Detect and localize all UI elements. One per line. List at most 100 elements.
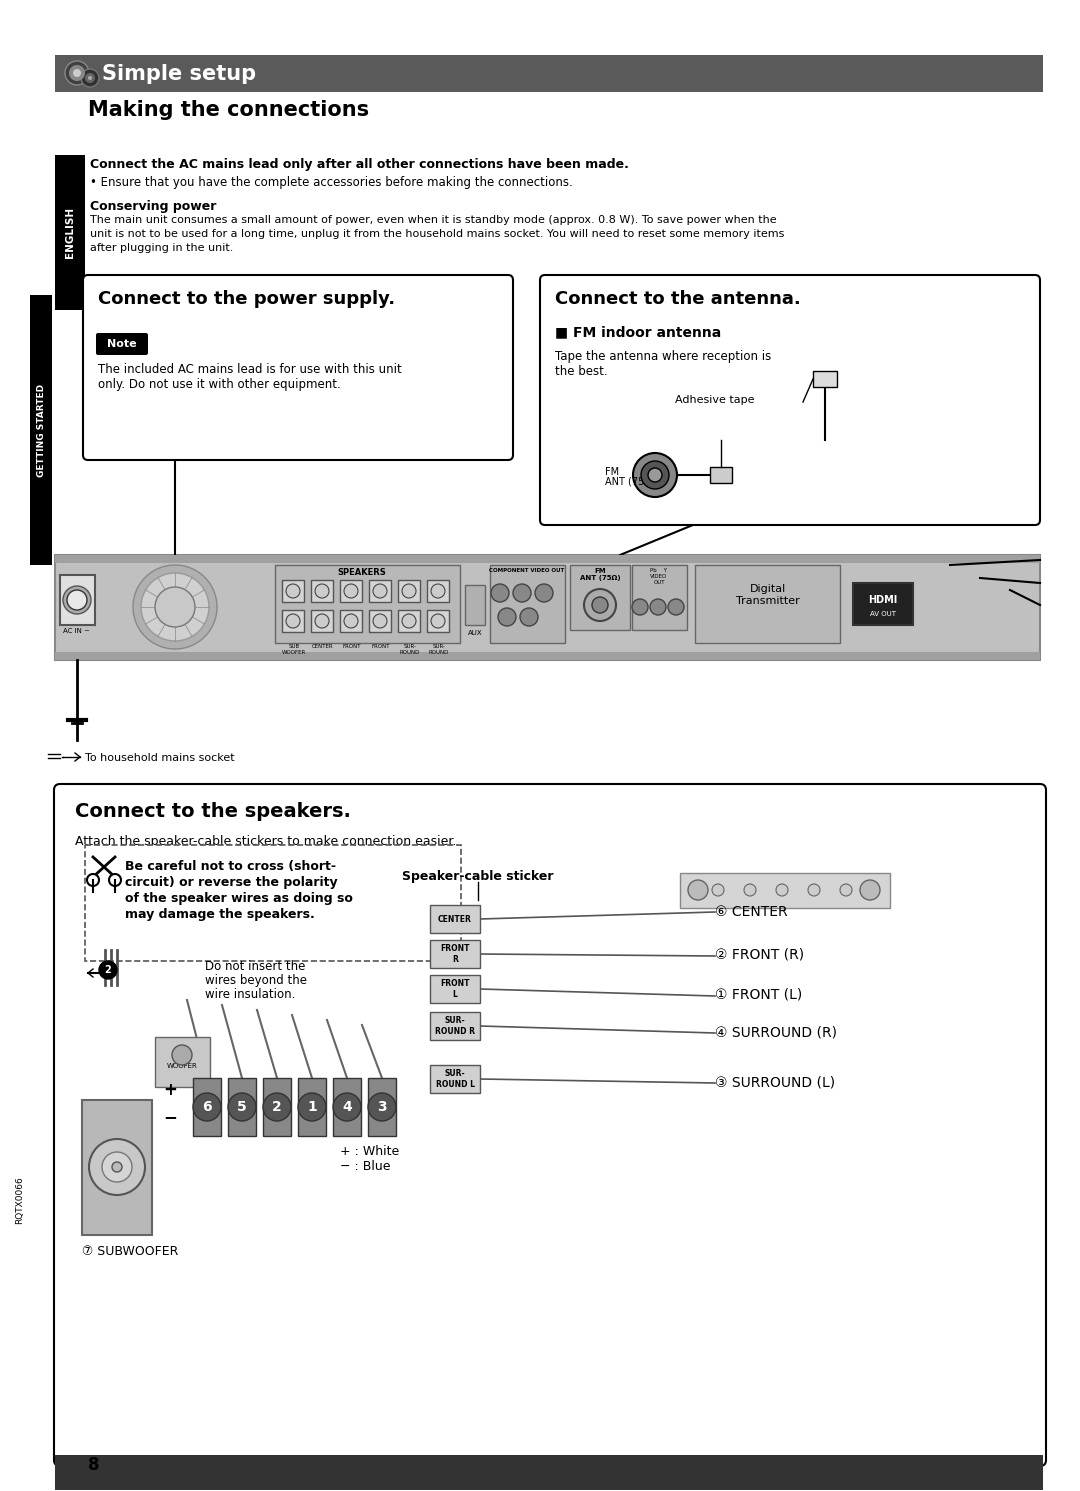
Text: Adhesive tape: Adhesive tape	[675, 395, 755, 406]
Text: HDMI: HDMI	[868, 595, 897, 605]
Text: The main unit consumes a small amount of power, even when it is standby mode (ap: The main unit consumes a small amount of…	[90, 215, 777, 225]
Bar	[282, 580, 303, 602]
Circle shape	[648, 468, 662, 482]
Circle shape	[498, 608, 516, 626]
Circle shape	[519, 608, 538, 626]
Circle shape	[712, 884, 724, 896]
Text: 8: 8	[87, 1457, 99, 1475]
Text: may damage the speakers.: may damage the speakers.	[125, 908, 314, 921]
Text: +: +	[163, 1081, 177, 1099]
FancyBboxPatch shape	[85, 845, 461, 962]
Bar	[430, 905, 480, 933]
Bar	[228, 1078, 256, 1136]
Text: ② FRONT (R): ② FRONT (R)	[715, 948, 805, 962]
Text: 3: 3	[377, 1100, 387, 1114]
FancyBboxPatch shape	[83, 274, 513, 461]
Text: Connect to the speakers.: Connect to the speakers.	[75, 802, 351, 822]
Circle shape	[67, 590, 87, 610]
Text: Attach the speaker-cable stickers to make connection easier.: Attach the speaker-cable stickers to mak…	[75, 835, 457, 848]
Bar	[55, 155, 85, 310]
Circle shape	[69, 66, 85, 81]
Circle shape	[228, 1093, 256, 1121]
Circle shape	[112, 1161, 122, 1172]
Text: 4: 4	[342, 1100, 352, 1114]
Circle shape	[264, 1093, 291, 1121]
Bar	[369, 580, 391, 602]
Bar	[570, 565, 630, 631]
Circle shape	[431, 614, 445, 628]
Bar	[264, 1078, 291, 1136]
Text: Conserving power: Conserving power	[90, 200, 216, 213]
Bar	[427, 610, 449, 632]
Bar	[55, 1455, 1043, 1490]
Text: Speaker-cable sticker: Speaker-cable sticker	[402, 871, 554, 883]
Text: of the speaker wires as doing so: of the speaker wires as doing so	[125, 892, 353, 905]
Circle shape	[141, 573, 210, 641]
Circle shape	[777, 884, 788, 896]
Text: The included AC mains lead is for use with this unit: The included AC mains lead is for use wi…	[98, 362, 402, 376]
Text: ③ SURROUND (L): ③ SURROUND (L)	[715, 1075, 835, 1088]
Text: SUR-
ROUND: SUR- ROUND	[400, 644, 420, 655]
Text: Making the connections: Making the connections	[87, 100, 369, 119]
Circle shape	[87, 76, 92, 81]
Circle shape	[109, 874, 121, 886]
Text: ENGLISH: ENGLISH	[65, 206, 75, 258]
Bar	[465, 584, 485, 625]
Text: AV OUT: AV OUT	[870, 611, 896, 617]
FancyBboxPatch shape	[96, 332, 148, 355]
Text: FRONT: FRONT	[342, 644, 361, 649]
Bar	[853, 583, 913, 625]
Text: 5: 5	[238, 1100, 247, 1114]
Text: wires beyond the: wires beyond the	[205, 974, 307, 987]
Bar	[30, 295, 52, 565]
Circle shape	[642, 461, 669, 489]
Text: only. Do not use it with other equipment.: only. Do not use it with other equipment…	[98, 379, 341, 391]
Text: FM: FM	[605, 467, 619, 477]
Text: − : Blue: − : Blue	[340, 1160, 391, 1173]
Circle shape	[688, 880, 708, 901]
Bar	[399, 580, 420, 602]
Bar	[680, 874, 890, 908]
Bar	[156, 1038, 210, 1087]
Bar	[399, 610, 420, 632]
Circle shape	[102, 1153, 132, 1182]
Circle shape	[513, 584, 531, 602]
Text: after plugging in the unit.: after plugging in the unit.	[90, 243, 233, 253]
Text: ■ FM indoor antenna: ■ FM indoor antenna	[555, 325, 721, 338]
Text: AUX: AUX	[468, 631, 483, 637]
Text: 1: 1	[307, 1100, 316, 1114]
Text: CENTER: CENTER	[438, 914, 472, 923]
Text: Connect to the power supply.: Connect to the power supply.	[98, 291, 395, 309]
Text: Connect the AC mains lead only after all other connections have been made.: Connect the AC mains lead only after all…	[90, 158, 629, 171]
Text: SUB
WOOFER: SUB WOOFER	[166, 1056, 198, 1069]
Text: wire insulation.: wire insulation.	[205, 989, 295, 1000]
Bar	[427, 580, 449, 602]
Text: AC IN ~: AC IN ~	[63, 628, 90, 634]
Text: Digital
Transmitter: Digital Transmitter	[737, 584, 800, 605]
Circle shape	[373, 614, 387, 628]
FancyBboxPatch shape	[54, 784, 1047, 1466]
Circle shape	[315, 614, 329, 628]
Bar	[55, 555, 1040, 564]
Circle shape	[368, 1093, 396, 1121]
Text: ANT (75Ω): ANT (75Ω)	[605, 477, 656, 488]
Text: + : White: + : White	[340, 1145, 400, 1159]
Text: 2: 2	[272, 1100, 282, 1114]
Text: FRONT
L: FRONT L	[441, 980, 470, 999]
Bar	[696, 565, 840, 643]
Text: COMPONENT VIDEO OUT: COMPONENT VIDEO OUT	[489, 568, 565, 573]
Circle shape	[63, 586, 91, 614]
Bar	[193, 1078, 221, 1136]
Text: • Ensure that you have the complete accessories before making the connections.: • Ensure that you have the complete acce…	[90, 176, 572, 189]
Text: 6: 6	[202, 1100, 212, 1114]
Text: Simple setup: Simple setup	[102, 64, 256, 83]
Circle shape	[491, 584, 509, 602]
Bar	[430, 975, 480, 1003]
Bar	[490, 565, 565, 643]
Circle shape	[286, 614, 300, 628]
Bar	[369, 610, 391, 632]
Circle shape	[99, 962, 117, 980]
Bar	[430, 939, 480, 968]
Text: unit is not to be used for a long time, unplug it from the household mains socke: unit is not to be used for a long time, …	[90, 230, 784, 239]
Text: ⑥ CENTER: ⑥ CENTER	[715, 905, 787, 918]
